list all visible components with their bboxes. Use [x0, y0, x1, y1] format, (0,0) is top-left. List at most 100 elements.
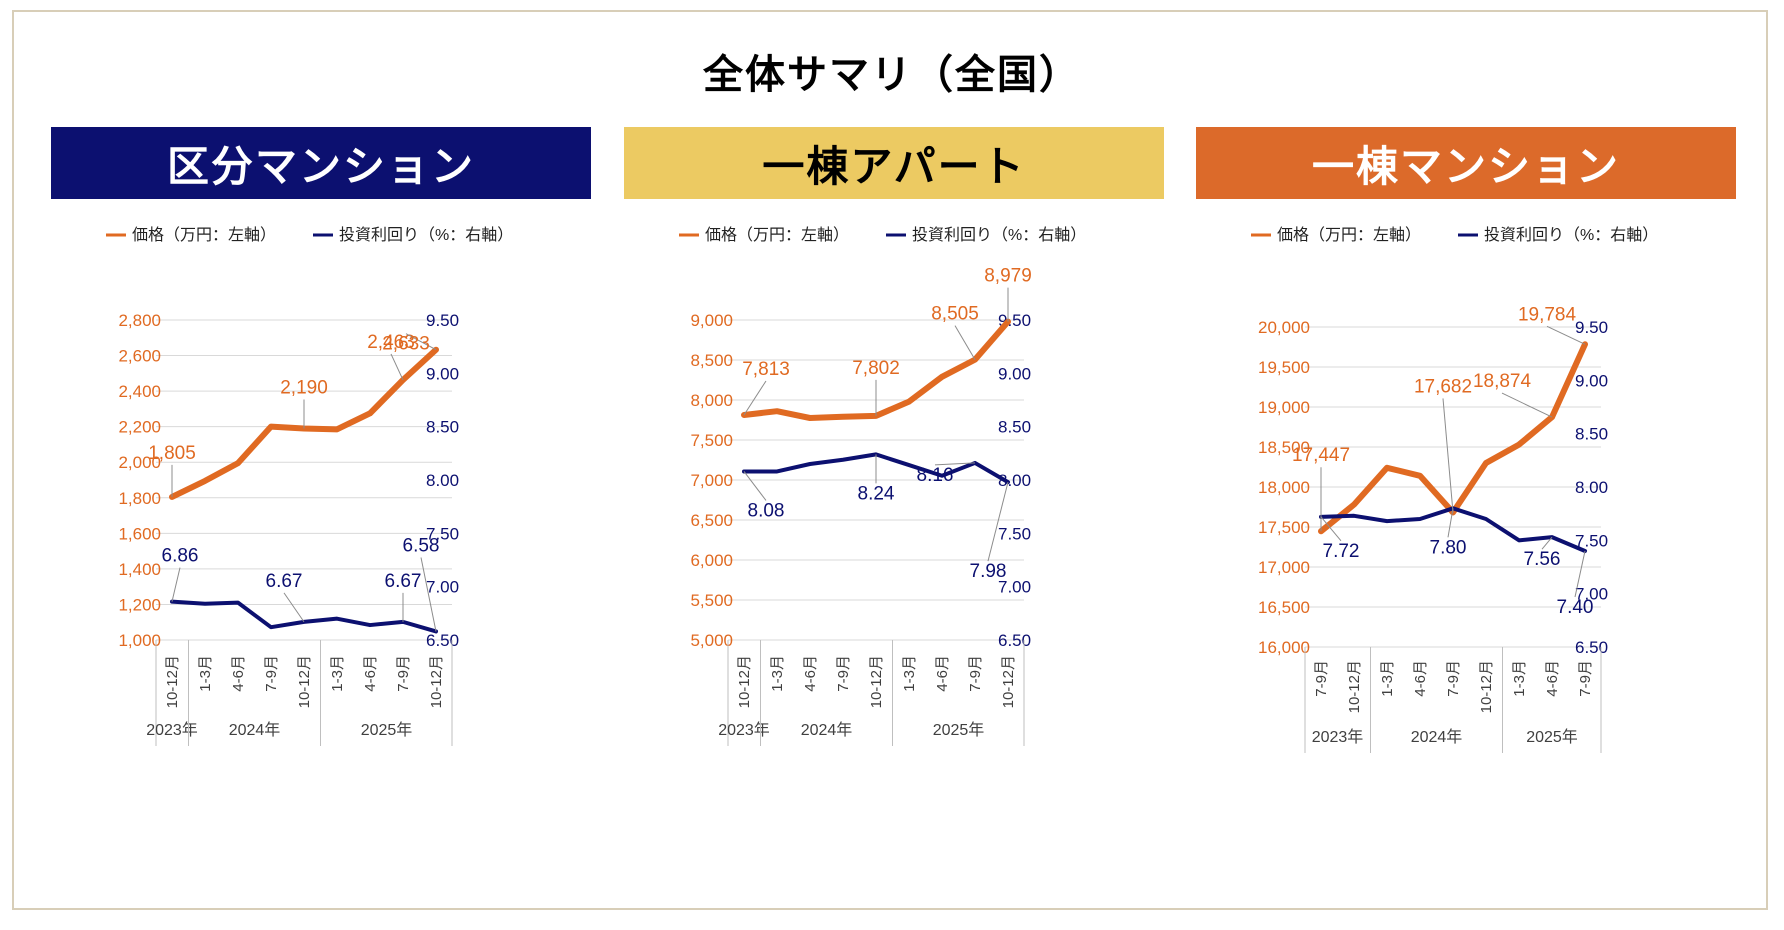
category-tick-label: 10-12月 [868, 655, 885, 708]
category-tick-label: 1-3月 [901, 655, 918, 692]
category-tick-label: 4-6月 [1412, 660, 1429, 697]
data-label: 6.86 [162, 546, 199, 567]
category-tick-label: 7-9月 [835, 655, 852, 692]
y-left-tick-label: 2,200 [118, 418, 161, 437]
category-tick-label: 10-12月 [1478, 660, 1495, 713]
data-label-leader [743, 471, 767, 501]
category-tick-label: 10-12月 [296, 655, 313, 708]
y-right-tick-label: 8.00 [1575, 478, 1608, 497]
legend-yield-label: 投資利回り（%：右軸） [339, 226, 513, 244]
y-left-tick-label: 5,500 [690, 591, 733, 610]
data-label: 8.08 [748, 500, 785, 521]
y-right-tick-label: 8.50 [426, 418, 459, 437]
category-tick-label: 1-3月 [1379, 660, 1396, 697]
data-label-leader [987, 482, 1009, 562]
data-label: 8.24 [858, 483, 895, 504]
y-right-tick-label: 9.50 [426, 311, 459, 330]
category-tick-label: 4-6月 [230, 655, 247, 692]
year-group-label: 2025年 [1526, 728, 1578, 746]
category-tick-label: 7-9月 [1445, 660, 1462, 697]
legend-yield-label: 投資利回り（%：右軸） [912, 226, 1086, 244]
price-series-line [169, 346, 439, 500]
y-right-tick-label: 7.00 [426, 578, 459, 597]
y-right-tick-label: 7.50 [1575, 531, 1608, 550]
y-left-tick-label: 9,000 [690, 311, 733, 330]
chart-apartment: 価格（万円：左軸） 投資利回り（%：右軸） 5,000 5,500 6,000 6,500… [679, 226, 1086, 746]
y-right-tick-label: 6.50 [1575, 638, 1608, 657]
category-tick-label: 4-6月 [802, 655, 819, 692]
y-right-tick-label: 9.00 [1575, 371, 1608, 390]
legend-yield-label: 投資利回り（%：右軸） [1484, 226, 1658, 244]
y-left-tick-label: 1,000 [118, 631, 161, 650]
y-right-tick-label: 6.50 [426, 631, 459, 650]
data-label: 2,190 [280, 377, 328, 398]
y-right-tick-label: 6.50 [998, 631, 1031, 650]
year-group-label: 2023年 [1312, 728, 1364, 746]
category-tick-label: 10-12月 [428, 655, 445, 708]
legend-price-label: 価格（万円：左軸） [132, 226, 276, 244]
panel-banner-kubun: 区分マンション [51, 127, 591, 199]
y-left-tick-label: 17,000 [1258, 558, 1310, 577]
year-group-label: 2023年 [718, 721, 770, 739]
y-left-tick-label: 2,400 [118, 382, 161, 401]
y-left-tick-label: 18,500 [1258, 438, 1310, 457]
y-right-tick-label: 9.00 [998, 364, 1031, 383]
data-label-leader [171, 567, 181, 602]
category-tick-label: 10-12月 [164, 655, 181, 708]
y-left-tick-label: 17,500 [1258, 518, 1310, 537]
price-series-line [1318, 341, 1588, 535]
data-label: 6.58 [403, 535, 440, 556]
y-right-tick-label: 9.50 [1575, 318, 1608, 337]
yield-series-line [170, 599, 438, 634]
y-right-tick-label: 7.50 [998, 524, 1031, 543]
category-tick-label: 1-3月 [197, 655, 214, 692]
y-right-tick-label: 7.50 [426, 524, 459, 543]
category-tick-label: 7-9月 [395, 655, 412, 692]
y-left-tick-label: 2,000 [118, 453, 161, 472]
legend-price-label: 価格（万円：左軸） [1277, 226, 1421, 244]
category-tick-label: 7-9月 [967, 655, 984, 692]
category-tick-label: 7-9月 [263, 655, 280, 692]
data-label-leader [1442, 398, 1454, 513]
year-group-label: 2024年 [801, 721, 853, 739]
data-label-leader [1447, 508, 1454, 538]
data-label-leader [1501, 392, 1553, 418]
data-label: 17,447 [1292, 445, 1350, 466]
y-right-tick-label: 7.00 [1575, 585, 1608, 604]
category-tick-label: 4-6月 [362, 655, 379, 692]
y-left-tick-label: 2,600 [118, 347, 161, 366]
category-tick-label: 10-12月 [1000, 655, 1017, 708]
y-right-tick-label: 8.50 [1575, 425, 1608, 444]
y-left-tick-label: 6,500 [690, 511, 733, 530]
category-tick-label: 1-3月 [329, 655, 346, 692]
data-label-leader [934, 462, 976, 466]
year-group-label: 2024年 [1411, 728, 1463, 746]
data-label: 7,813 [742, 359, 790, 380]
y-left-tick-label: 8,000 [690, 391, 733, 410]
chart-kubun-mansion: 価格（万円：左軸） 投資利回り（%：右軸） 1,000 1,200 1,400 1,600… [106, 226, 513, 746]
data-label: 18,874 [1473, 371, 1532, 392]
category-tick-label: 1-3月 [1511, 660, 1528, 697]
data-label-leader [390, 353, 404, 381]
y-left-tick-label: 7,000 [690, 471, 733, 490]
category-tick-label: 4-6月 [1544, 660, 1561, 697]
panel-banner-mansion: 一棟マンション [1196, 127, 1736, 199]
y-left-tick-label: 19,500 [1258, 358, 1310, 377]
data-label: 6.67 [266, 571, 303, 592]
y-right-tick-label: 7.00 [998, 578, 1031, 597]
y-left-tick-label: 1,600 [118, 524, 161, 543]
y-left-tick-label: 1,800 [118, 489, 161, 508]
category-tick-label: 4-6月 [934, 655, 951, 692]
y-left-tick-label: 20,000 [1258, 318, 1310, 337]
year-group-label: 2024年 [229, 721, 281, 739]
y-right-tick-label: 8.00 [998, 471, 1031, 490]
data-label: 7.72 [1323, 541, 1360, 562]
panel-banner-apartment: 一棟アパート [624, 127, 1164, 199]
y-left-tick-label: 7,500 [690, 431, 733, 450]
data-label-leader [1320, 516, 1342, 542]
data-label: 7.56 [1524, 549, 1561, 570]
category-tick-label: 10-12月 [1346, 660, 1363, 713]
legend-price-label: 価格（万円：左軸） [705, 226, 849, 244]
data-label: 7.80 [1430, 537, 1467, 558]
data-label: 1,805 [148, 443, 196, 464]
